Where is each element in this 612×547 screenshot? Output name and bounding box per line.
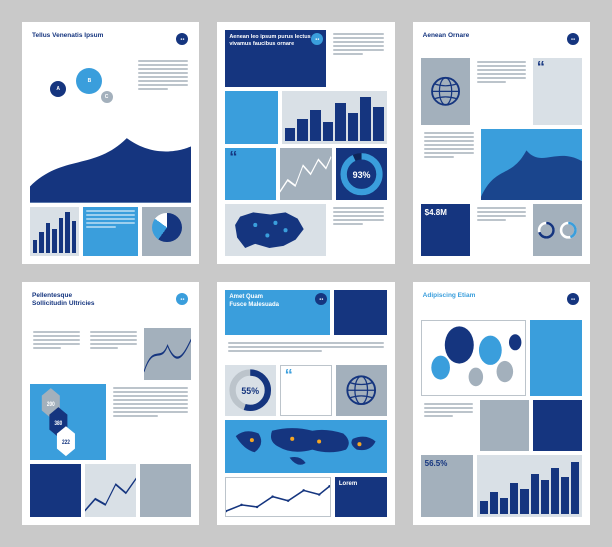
text-block — [87, 328, 140, 380]
svg-text:55%: 55% — [242, 386, 260, 396]
line-chart — [225, 477, 331, 516]
page-3: Aenean Ornare ●● “ $4.8M — [413, 22, 590, 264]
page-title: Amet Quam Fusce Malesuada — [225, 290, 330, 312]
bubble-chart: ABC — [30, 57, 131, 118]
svg-text:222: 222 — [62, 439, 70, 446]
label-text: Lorem — [335, 477, 387, 491]
text-block — [30, 328, 83, 380]
text-block — [330, 204, 386, 256]
panel — [533, 400, 582, 451]
panel — [140, 464, 191, 516]
donut-chart: 55% — [225, 365, 275, 415]
donut-pair — [533, 204, 582, 256]
header: Amet Quam Fusce Malesuada ●● — [225, 290, 330, 335]
donut-chart: 93% — [336, 148, 387, 200]
page-title: Aenean Ornare — [421, 30, 582, 41]
text-block — [421, 129, 477, 200]
text-block — [421, 400, 476, 451]
text-block — [135, 57, 191, 118]
page-title: Pellentesque Sollicitudin Ultricies — [30, 290, 191, 309]
header: Pellentesque Sollicitudin Ultricies ●● — [30, 290, 191, 323]
hexagon-chart: 200 380 222 — [30, 384, 106, 460]
line-chart — [144, 328, 191, 380]
label-block: Lorem — [335, 477, 387, 516]
text-block — [330, 30, 386, 87]
quote-block: “ — [225, 148, 276, 200]
header: Adipiscing Etiam ●● — [421, 290, 582, 316]
text-panel — [83, 207, 138, 257]
area-chart — [481, 129, 582, 200]
panel — [480, 400, 529, 451]
text-block — [474, 58, 529, 125]
globe-block — [336, 365, 386, 415]
line-chart — [280, 148, 331, 200]
stat-block: 56.5% — [421, 455, 473, 516]
panel — [30, 464, 81, 516]
page-title: Adipiscing Etiam — [421, 290, 582, 301]
side-panel — [225, 91, 277, 143]
text-block — [225, 339, 386, 361]
area-chart — [30, 122, 191, 203]
page-1: Tellus Venenatis Ipsum ●● ABC — [22, 22, 199, 264]
quote-block: “ — [533, 58, 582, 125]
stat-value: $4.8M — [421, 204, 470, 221]
quote-icon: “ — [281, 366, 331, 380]
page-5: Amet Quam Fusce Malesuada ●● 55% “ Lorem — [217, 282, 394, 524]
quote-block: “ — [280, 365, 332, 415]
bar-chart — [477, 455, 582, 516]
text-block — [474, 204, 529, 256]
globe-block — [421, 58, 470, 125]
header: Aenean leo ipsum purus lectus vivamus fa… — [225, 30, 326, 87]
header: Aenean Ornare ●● — [421, 30, 582, 54]
side-panel — [530, 320, 582, 397]
svg-text:380: 380 — [54, 420, 62, 427]
quote-icon: “ — [533, 58, 582, 72]
badge-icon: ●● — [567, 293, 579, 305]
page-4: Pellentesque Sollicitudin Ultricies ●● 2… — [22, 282, 199, 524]
stat-value: 56.5% — [421, 455, 473, 472]
bar-chart — [30, 207, 79, 257]
quote-icon: “ — [225, 148, 276, 162]
bar-chart — [282, 91, 387, 143]
side-panel — [334, 290, 386, 335]
pie-chart — [142, 207, 191, 257]
svg-text:200: 200 — [47, 401, 55, 408]
usa-map — [225, 204, 326, 256]
world-map — [225, 420, 386, 474]
page-2: Aenean leo ipsum purus lectus vivamus fa… — [217, 22, 394, 264]
badge-icon: ●● — [176, 33, 188, 45]
page-6: Adipiscing Etiam ●● 56.5% — [413, 282, 590, 524]
page-title: Tellus Venenatis Ipsum — [30, 30, 191, 41]
header: Tellus Venenatis Ipsum ●● — [30, 30, 191, 53]
text-block — [110, 384, 192, 460]
line-chart — [85, 464, 136, 516]
stat-block: $4.8M — [421, 204, 470, 256]
badge-icon: ●● — [567, 33, 579, 45]
scatter-chart — [421, 320, 527, 397]
svg-text:93%: 93% — [352, 170, 370, 180]
